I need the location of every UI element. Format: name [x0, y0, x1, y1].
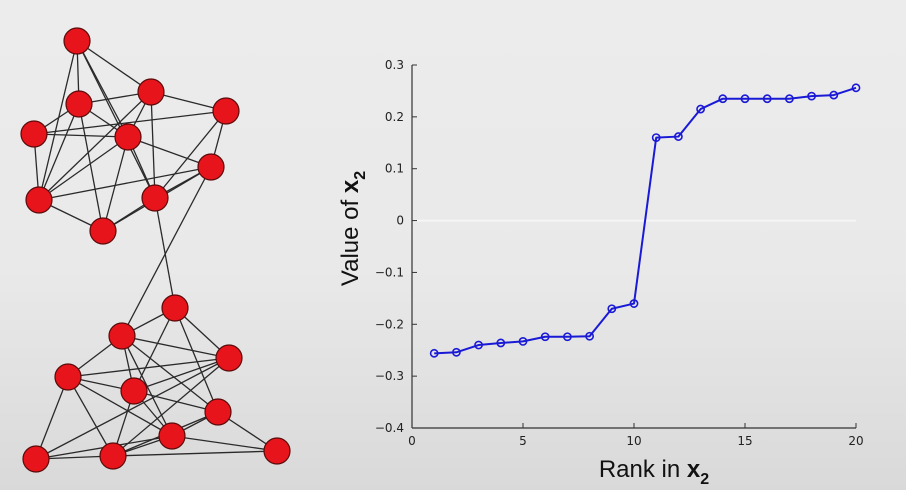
graph-edge [38, 91, 152, 201]
graph-node [197, 153, 225, 181]
graph-node [215, 344, 243, 372]
graph-edge [67, 376, 173, 437]
y-tick-label: −0.1 [375, 265, 404, 279]
data-point [674, 132, 683, 141]
graph-edge [174, 307, 219, 413]
graph-edge [121, 335, 219, 413]
graph-node [20, 120, 48, 148]
graph-edge [78, 103, 104, 232]
graph-edge [127, 136, 212, 168]
data-point [607, 304, 617, 314]
graph-nodes [20, 27, 291, 473]
line-plot: −0.4 −0.3 −0.2 −0.1 0 0.1 0.2 0.3 0 5 10 15 20 Rank … [337, 58, 864, 488]
x-tick-label: 0 [408, 434, 416, 448]
graph-node [137, 78, 165, 106]
graph-edge [67, 357, 230, 378]
graph-edge [121, 166, 212, 337]
y-tick-label: −0.4 [375, 421, 404, 435]
data-point [540, 332, 550, 342]
graph-node [54, 363, 82, 391]
graph-edge [35, 376, 69, 460]
graph-node [99, 442, 127, 470]
graph-edge [154, 110, 227, 199]
y-axis-label-text: Value of [337, 193, 364, 286]
y-tick-label: 0 [396, 214, 404, 228]
graph-node [263, 437, 291, 465]
graph-edge [33, 110, 227, 135]
graph-node [212, 97, 240, 125]
data-point [740, 94, 750, 104]
graph-node [22, 445, 50, 473]
x-axis-label: Rank in x2 [599, 456, 709, 488]
graph-node [89, 217, 117, 245]
y-tick-label: 0.3 [385, 58, 404, 72]
graph-node [161, 294, 189, 322]
graph-edge [133, 390, 219, 413]
graph-edge [67, 376, 114, 457]
graph-edge [121, 335, 230, 359]
y-tick-label: 0.1 [385, 162, 404, 176]
graph-edge [38, 40, 78, 201]
graph-node [158, 422, 186, 450]
graph-edge [154, 197, 176, 309]
data-point [785, 94, 794, 104]
series-x2 [429, 83, 861, 358]
x-axis-label-sub: 2 [700, 471, 709, 488]
network-graph [20, 27, 291, 473]
x-tick-label: 10 [626, 434, 641, 448]
graph-edge [38, 103, 80, 201]
graph-edge [76, 40, 152, 93]
graph-edge [35, 357, 230, 460]
data-point [429, 348, 439, 358]
graph-edge [171, 435, 278, 452]
data-point [718, 94, 728, 104]
y-tick-label: 0.2 [385, 110, 404, 124]
axis-ticks: −0.4 −0.3 −0.2 −0.1 0 0.1 0.2 0.3 0 5 10 15 20 [375, 58, 864, 448]
graph-node [120, 377, 148, 405]
graph-node [63, 27, 91, 55]
graph-edge [38, 166, 212, 201]
data-point [829, 90, 839, 100]
graph-edge [133, 307, 176, 392]
graph-edge [102, 136, 129, 232]
x-tick-label: 15 [737, 434, 752, 448]
y-axis-label-sub: 2 [352, 171, 369, 180]
y-tick-label: −0.3 [375, 369, 404, 383]
graph-edge [76, 40, 156, 199]
graph-node [25, 186, 53, 214]
data-point [696, 104, 705, 114]
y-tick-label: −0.2 [375, 317, 404, 331]
data-point [518, 336, 528, 346]
data-point [762, 94, 772, 104]
graph-edge [150, 91, 156, 199]
data-point [651, 133, 661, 142]
x-axis-label-var: x [687, 456, 701, 483]
graph-node [65, 90, 93, 118]
graph-node [114, 123, 142, 151]
x-tick-label: 5 [519, 434, 527, 448]
y-axis-label-var: x [337, 179, 364, 193]
graph-edge [112, 357, 230, 457]
x-axis-label-text: Rank in [599, 456, 687, 483]
graph-edge [38, 136, 129, 201]
plot-axes [411, 65, 856, 429]
data-point [807, 91, 816, 101]
data-point [474, 340, 483, 350]
x-tick-label: 20 [848, 434, 863, 448]
data-point [585, 331, 594, 341]
data-point [451, 347, 461, 357]
graph-edge [133, 357, 230, 392]
data-point [496, 338, 506, 348]
graph-edge [33, 133, 129, 138]
data-point [629, 299, 639, 308]
graph-edge [112, 450, 278, 457]
graph-node [108, 322, 136, 350]
graph-node [204, 398, 232, 426]
graph-node [141, 184, 169, 212]
data-point [851, 83, 861, 93]
data-point [563, 332, 572, 342]
y-axis-label: Value of x2 [337, 171, 369, 286]
